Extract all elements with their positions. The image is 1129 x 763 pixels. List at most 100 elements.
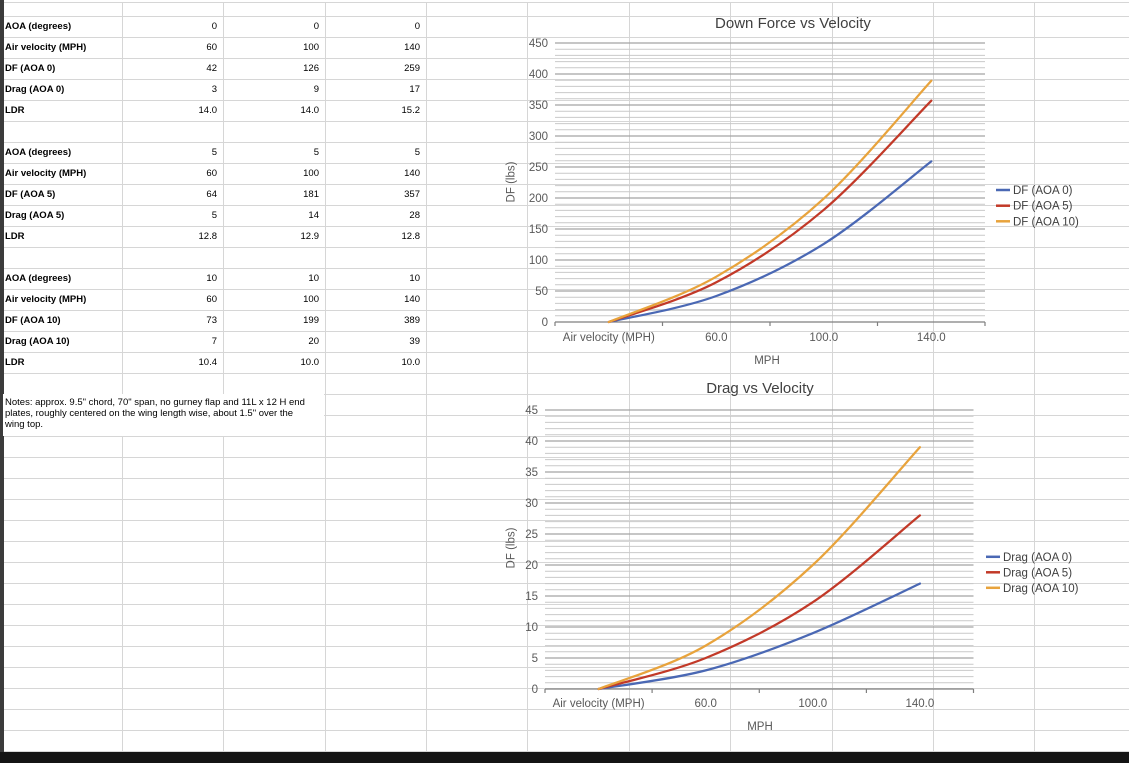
value-cell[interactable]: 5 [414,147,420,158]
notes-cell[interactable]: Notes: approx. 9.5" chord, 70" span, no … [3,394,324,436]
row-label-cell[interactable]: Air velocity (MPH) [5,294,87,305]
value-cell[interactable]: 10 [206,273,217,284]
y-tick-label: 400 [529,69,548,81]
value-cell[interactable]: 12.9 [300,231,320,242]
value-cell[interactable]: 14.0 [198,105,218,116]
x-tick-label: Air velocity (MPH) [553,698,645,710]
y-tick-label: 40 [525,436,538,448]
value-cell[interactable]: 5 [313,147,319,158]
row-label-cell[interactable]: LDR [5,231,25,242]
sheet-gridline [3,100,1129,101]
x-axis-labels: Air velocity (MPH) 60.0 100.0 140.0 [553,698,935,710]
sheet-gridline [3,163,1129,164]
value-cell[interactable]: 3 [211,84,217,95]
value-cell[interactable]: 14.0 [300,105,320,116]
value-cell[interactable]: 17 [409,84,420,95]
value-cell[interactable]: 140 [404,42,420,53]
value-cell[interactable]: 28 [409,210,420,221]
value-cell[interactable]: 100 [303,168,319,179]
row-label-cell[interactable]: Drag (AOA 5) [5,210,65,221]
row-label-cell[interactable]: Drag (AOA 0) [5,84,65,95]
value-cell[interactable]: 9 [313,84,319,95]
sheet-gridline [527,2,528,752]
y-tick-label: 45 [525,405,538,417]
row-label-cell[interactable]: LDR [5,105,25,116]
value-cell[interactable]: 100 [303,42,319,53]
row-label-cell[interactable]: DF (AOA 10) [5,315,61,326]
value-cell[interactable]: 10 [308,273,319,284]
minor-gridlines [555,48,985,317]
value-cell[interactable]: 0 [211,21,217,32]
x-tick-label: Air velocity (MPH) [563,332,655,344]
value-cell[interactable]: 64 [206,189,217,200]
sheet-gridline [3,205,1129,206]
legend-label: Drag (AOA 10) [1003,583,1079,595]
value-cell[interactable]: 10.4 [198,357,218,368]
y-tick-label: 35 [525,467,538,479]
value-cell[interactable]: 181 [303,189,319,200]
y-tick-label: 15 [525,591,538,603]
value-cell[interactable]: 12.8 [401,231,421,242]
sheet-gridline [3,625,1129,626]
sheet-gridline [3,709,1129,710]
row-label-cell[interactable]: Air velocity (MPH) [5,42,87,53]
x-tick-label: 60.0 [695,698,717,710]
value-cell[interactable]: 12.8 [198,231,218,242]
sheet-gridline [730,2,731,752]
value-cell[interactable]: 60 [206,42,217,53]
sheet-gridline [3,520,1129,521]
value-cell[interactable]: 100 [303,294,319,305]
legend-label: DF (AOA 10) [1013,216,1079,228]
row-label-cell[interactable]: Air velocity (MPH) [5,168,87,179]
value-cell[interactable]: 60 [206,294,217,305]
downforce-chart[interactable]: 0 50 100 150 200 250 300 350 400 450 Air velocity … [500,2,1129,372]
value-cell[interactable]: 126 [303,63,319,74]
value-cell[interactable]: 5 [211,147,217,158]
value-cell[interactable]: 7 [211,336,217,347]
drag-chart[interactable]: 0 5 10 15 20 25 30 35 40 45 Air velocity (MPH) 60.0… [500,372,1129,742]
value-cell[interactable]: 10.0 [401,357,421,368]
sheet-gridline [3,352,1129,353]
x-tick-label: 100.0 [798,698,827,710]
row-label-cell[interactable]: AOA (degrees) [5,147,72,158]
value-cell[interactable]: 389 [404,315,420,326]
row-label-cell[interactable]: AOA (degrees) [5,21,72,32]
value-cell[interactable]: 10 [409,273,420,284]
value-cell[interactable]: 140 [404,168,420,179]
row-label-cell[interactable]: DF (AOA 5) [5,189,56,200]
value-cell[interactable]: 5 [211,210,217,221]
y-tick-label: 350 [529,100,548,112]
row-label-cell[interactable]: DF (AOA 0) [5,63,56,74]
x-tick-label: 100.0 [809,332,838,344]
legend[interactable]: DF (AOA 0) DF (AOA 5) DF (AOA 10) [996,185,1079,228]
series-line-1 [597,514,922,691]
sheet-gridline [3,184,1129,185]
row-label-cell[interactable]: Drag (AOA 10) [5,336,70,347]
sheet-gridline [629,2,630,752]
chart-title: Drag vs Velocity [706,380,814,397]
value-cell[interactable]: 15.2 [401,105,421,116]
value-cell[interactable]: 259 [404,63,420,74]
value-cell[interactable]: 14 [308,210,319,221]
value-cell[interactable]: 357 [404,189,420,200]
value-cell[interactable]: 42 [206,63,217,74]
value-cell[interactable]: 73 [206,315,217,326]
minor-gridlines [545,415,974,684]
row-label-cell[interactable]: LDR [5,357,25,368]
value-cell[interactable]: 20 [308,336,319,347]
y-axis-title: DF (lbs) [506,161,518,202]
value-cell[interactable]: 0 [313,21,319,32]
value-cell[interactable]: 199 [303,315,319,326]
sheet-gridline [3,79,1129,80]
value-cell[interactable]: 140 [404,294,420,305]
legend-label: Drag (AOA 5) [1003,567,1072,579]
value-cell[interactable]: 39 [409,336,420,347]
x-axis [544,688,975,693]
value-cell[interactable]: 0 [414,21,420,32]
x-tick-label: 140.0 [906,698,935,710]
value-cell[interactable]: 10.0 [300,357,320,368]
value-cell[interactable]: 60 [206,168,217,179]
row-label-cell[interactable]: AOA (degrees) [5,273,72,284]
legend[interactable]: Drag (AOA 0) Drag (AOA 5) Drag (AOA 10) [986,552,1079,595]
